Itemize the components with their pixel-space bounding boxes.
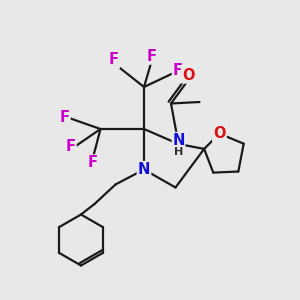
Text: O: O [182,68,194,82]
Text: O: O [213,126,226,141]
Text: F: F [173,63,183,78]
Text: F: F [59,110,70,124]
Text: H: H [174,147,183,158]
Text: N: N [172,133,185,148]
Text: F: F [109,52,119,68]
Text: N: N [138,162,150,177]
Text: F: F [87,155,98,170]
Text: F: F [65,140,76,154]
Text: F: F [146,49,157,64]
